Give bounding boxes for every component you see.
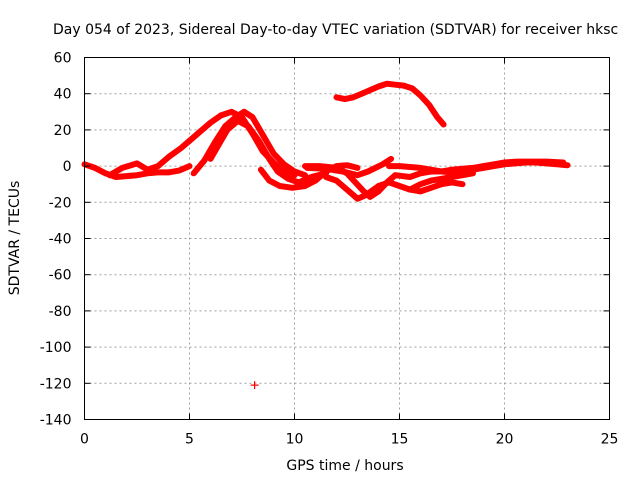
x-tick-label: 15 [391, 432, 409, 448]
y-tick-label: -60 [49, 268, 72, 284]
y-tick-label: -80 [49, 304, 72, 320]
gridlines [84, 57, 610, 420]
data-series [81, 80, 571, 202]
y-tick-labels: -140 -120 -100 -80 -60 -40 -20 0 20 40 60 [40, 51, 72, 429]
series-arc-10 [392, 158, 567, 180]
x-tick-labels: 0 5 10 15 20 25 [80, 432, 618, 448]
chart-title: Day 054 of 2023, Sidereal Day-to-day VTE… [53, 22, 618, 38]
outlier-points [250, 381, 259, 390]
y-axis-title: SDTVAR / TECUs [7, 181, 23, 296]
series-arc-5 [257, 162, 361, 191]
x-axis-title: GPS time / hours [286, 458, 403, 474]
series-arc-7 [323, 174, 466, 202]
y-tick-label: -20 [49, 195, 72, 211]
y-tick-label: -140 [40, 413, 72, 429]
series-arc-12 [333, 80, 447, 128]
axis-ticks [84, 57, 610, 420]
y-tick-label: -120 [40, 376, 72, 392]
x-tick-label: 20 [496, 432, 514, 448]
y-tick-label: -100 [40, 340, 72, 356]
y-tick-label: -40 [49, 232, 72, 248]
series-arc-11 [407, 170, 476, 193]
x-tick-label: 5 [185, 432, 194, 448]
x-tick-label: 25 [601, 432, 619, 448]
x-tick-label: 0 [80, 432, 89, 448]
series-arc-3 [190, 108, 308, 179]
y-tick-label: 40 [54, 87, 72, 103]
series-arc-8 [304, 155, 395, 179]
y-tick-label: 60 [54, 51, 72, 67]
y-tick-label: 20 [54, 123, 72, 139]
x-tick-label: 10 [286, 432, 304, 448]
outlier-marker [250, 381, 259, 390]
series-arc-1 [81, 161, 193, 180]
y-tick-label: 0 [63, 159, 72, 175]
series-arc-4 [207, 117, 329, 186]
